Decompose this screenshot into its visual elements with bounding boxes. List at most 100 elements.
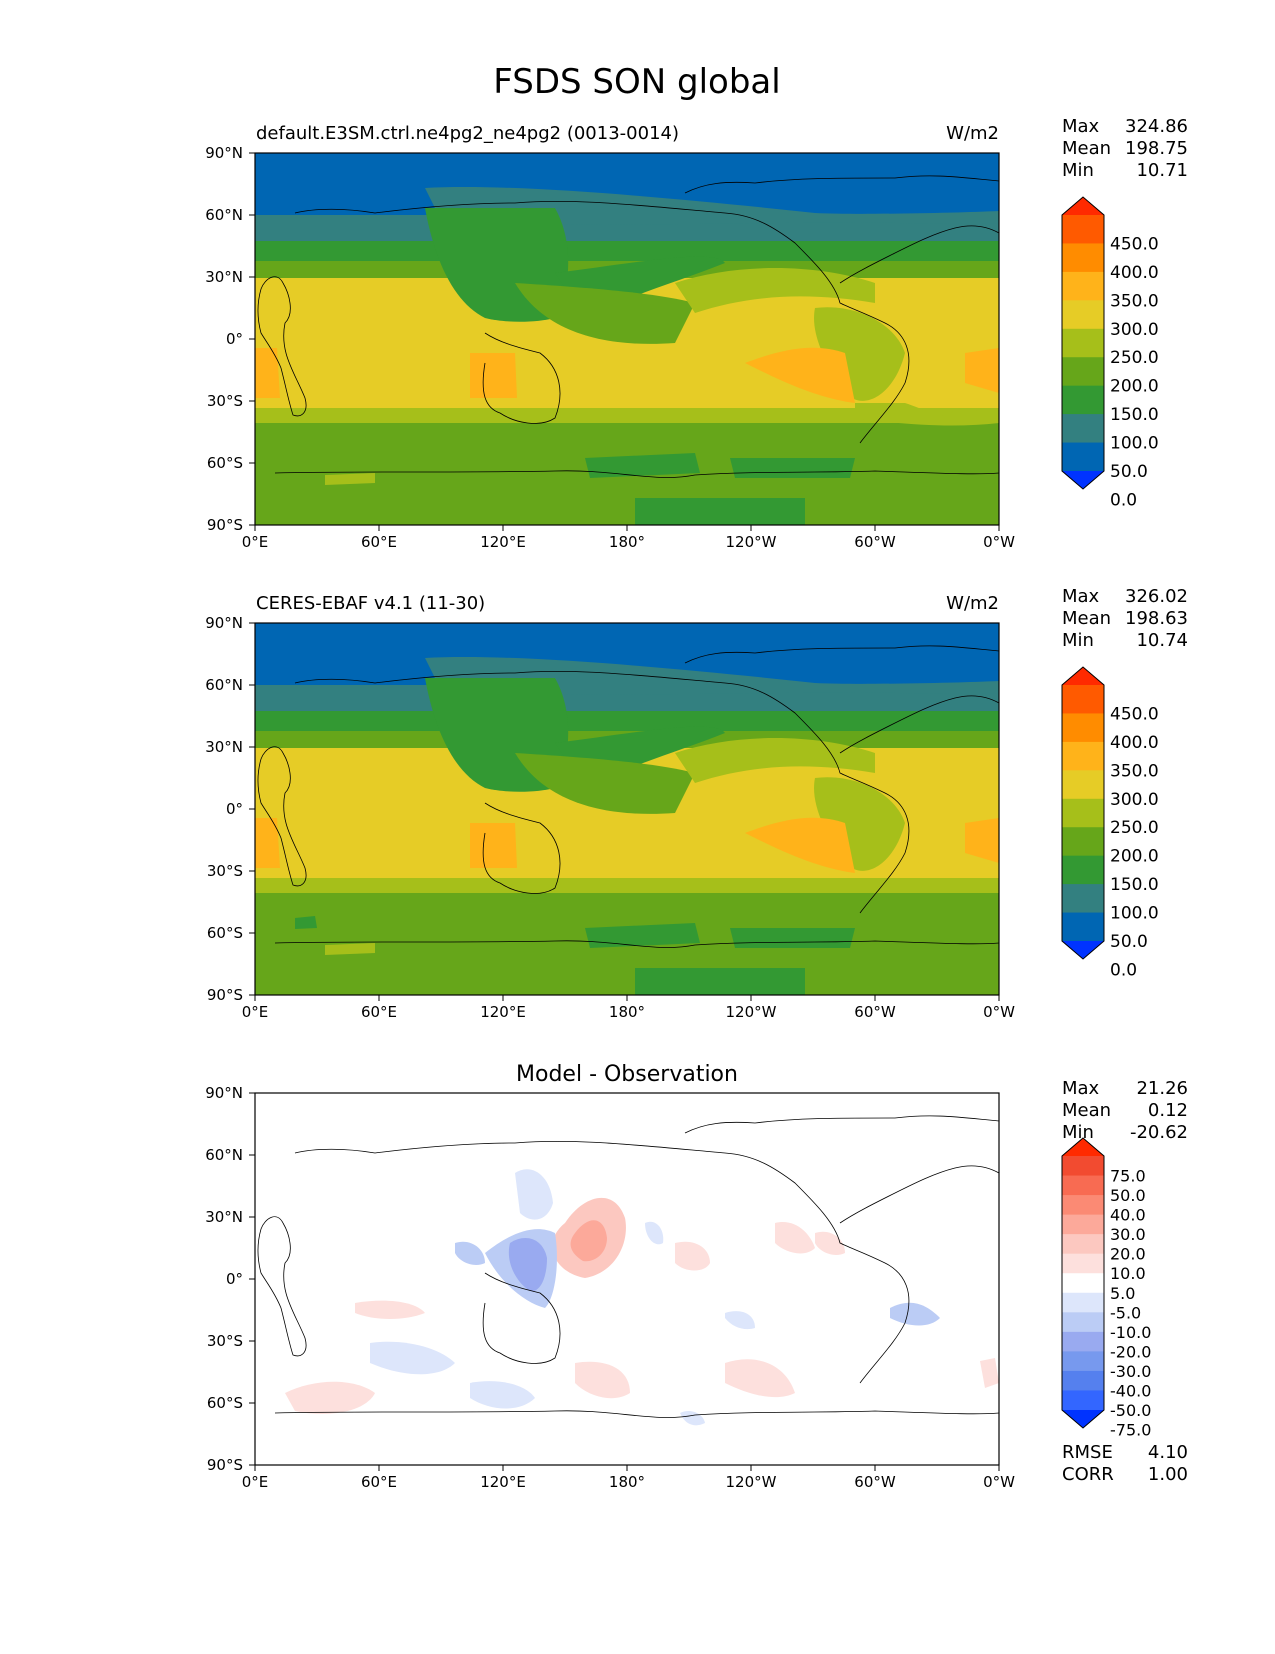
y-tick-label: 30°S: [207, 862, 243, 880]
y-tick-label: 90°S: [207, 1456, 243, 1474]
colorbar-tick-label: 150.0: [1110, 405, 1159, 425]
coastlines: [257, 645, 999, 948]
y-tick-label: 90°S: [207, 986, 243, 1004]
colorbar-tick-label: 150.0: [1110, 875, 1159, 895]
colorbar-tick-label: 75.0: [1110, 1167, 1146, 1186]
region-hot-aus: [470, 353, 517, 398]
y-tick-label: 0°: [226, 1270, 243, 1288]
anomaly-neg-east-pac: [725, 1311, 755, 1330]
x-tick-label: 120°E: [480, 533, 526, 551]
panel-title-right: W/m2: [946, 593, 999, 614]
stat-label: Min: [1062, 160, 1094, 181]
x-tick-label: 120°W: [726, 1003, 777, 1021]
region-south-green-1: [585, 453, 700, 478]
colorbar-tick-label: -20.0: [1110, 1342, 1151, 1361]
colorbar-segment: [1062, 215, 1104, 244]
colorbar-segment: [1062, 1195, 1104, 1216]
colorbar-tick-label: -10.0: [1110, 1323, 1151, 1342]
colorbar-segment: [1062, 1312, 1104, 1333]
region-south-yellow-1: [325, 473, 375, 485]
x-tick-label: 180°: [609, 1003, 645, 1021]
colorbar-segment: [1062, 1214, 1104, 1235]
x-tick-label: 60°E: [361, 533, 397, 551]
region-south-green-2: [730, 928, 855, 948]
colorbar-tick-label: -30.0: [1110, 1362, 1151, 1381]
figure-title: FSDS SON global: [493, 62, 780, 102]
colorbar-segment: [1062, 414, 1104, 444]
colorbar-tick-label: 30.0: [1110, 1225, 1146, 1244]
colorbar-tick-label: 0.0: [1110, 960, 1137, 980]
region-south-green-4: [295, 916, 317, 929]
stat-label: Min: [1062, 630, 1094, 651]
y-tick-label: 60°S: [207, 454, 243, 472]
region-south-green-3: [635, 498, 805, 525]
stat-label: Mean: [1062, 608, 1111, 629]
anomaly-pos-atlantic: [815, 1231, 845, 1255]
colorbar-segment: [1062, 385, 1104, 415]
colorbar-segment: [1062, 1390, 1104, 1411]
region-south-yellow-2: [855, 403, 999, 426]
x-tick-label: 120°W: [726, 533, 777, 551]
stat-value: 326.02: [1125, 586, 1188, 607]
colorbar-segment: [1062, 912, 1104, 942]
colorbar-outline: [1061, 196, 1105, 490]
x-tick-label: 0°W: [983, 1473, 1015, 1491]
colorbar: 450.0 400.0 350.0 300.0 250.0 200.0 150.0 100.0…: [1061, 666, 1159, 980]
anomaly-pos-south-pac: [575, 1361, 630, 1399]
x-tick-label: 120°E: [480, 1003, 526, 1021]
x-tick-label: 180°: [609, 533, 645, 551]
region-east-pacific: [675, 738, 875, 783]
anomaly-neg-pacific-small: [645, 1221, 664, 1245]
region-hot-atl: [965, 818, 999, 863]
anomaly-neg-s-indian: [470, 1381, 535, 1409]
stat-value: 198.75: [1125, 138, 1188, 159]
colorbar-tick-label: 300.0: [1110, 790, 1159, 810]
anomaly-pos-central-pacific-core: [570, 1220, 607, 1262]
colorbar-extend-min: [1062, 471, 1104, 489]
colorbar-tick-label: 50.0: [1110, 932, 1148, 952]
colorbar-tick-label: -75.0: [1110, 1421, 1151, 1440]
colorbar-tick-label: 200.0: [1110, 847, 1159, 867]
y-tick-labels: 90°N 60°N 30°N 0° 30°S 60°S 90°S: [205, 144, 255, 534]
colorbar-segment: [1062, 300, 1104, 330]
colorbar-segment: [1062, 243, 1104, 273]
colorbar-tick-label: -40.0: [1110, 1381, 1151, 1400]
y-tick-label: 0°: [226, 330, 243, 348]
stat-value: 10.71: [1136, 160, 1188, 181]
colorbar-tick-label: 400.0: [1110, 263, 1159, 283]
colorbar-segment: [1062, 713, 1104, 743]
x-tick-labels: 0°E 60°E 120°E 180° 120°W 60°W 0°W: [242, 1465, 1015, 1491]
colorbar-extend-max: [1062, 1138, 1104, 1156]
colorbar-tick-label: 50.0: [1110, 1186, 1146, 1205]
region-hot-atl: [965, 348, 999, 393]
colorbar-segment: [1062, 1175, 1104, 1196]
colorbar-tick-label: 400.0: [1110, 733, 1159, 753]
region-hot-sa: [255, 348, 280, 398]
x-tick-label: 60°W: [854, 533, 896, 551]
colorbar-tick-label: 300.0: [1110, 320, 1159, 340]
map-field: [255, 153, 999, 525]
x-tick-label: 0°E: [242, 1003, 269, 1021]
colorbar-segment: [1062, 1370, 1104, 1391]
anomaly-pos-indian: [355, 1300, 425, 1319]
region-south-green-3: [635, 968, 805, 995]
stats-block: Max 326.02 Mean 198.63 Min 10.74: [1062, 586, 1188, 651]
colorbar-segment: [1062, 827, 1104, 857]
colorbar-segment: [1062, 328, 1104, 358]
anomaly-neg-maritime-core: [508, 1238, 547, 1292]
anomaly-neg-brazil: [890, 1302, 940, 1326]
anomaly-neg-japan: [515, 1169, 553, 1220]
region-hot-epac: [745, 347, 855, 403]
coastlines: [257, 175, 999, 478]
colorbar-tick-label: 40.0: [1110, 1206, 1146, 1225]
stat-label: CORR: [1062, 1464, 1114, 1485]
x-tick-label: 60°W: [854, 1473, 896, 1491]
y-tick-label: 90°S: [207, 516, 243, 534]
colorbar: 450.0 400.0 350.0 300.0 250.0 200.0 150.0 100.0…: [1061, 196, 1159, 510]
x-tick-label: 120°W: [726, 1473, 777, 1491]
panel-model: default.E3SM.ctrl.ne4pg2_ne4pg2 (0013-00…: [205, 116, 1188, 551]
colorbar-tick-label: 200.0: [1110, 377, 1159, 397]
y-tick-labels: 90°N 60°N 30°N 0° 30°S 60°S 90°S: [205, 614, 255, 1004]
y-tick-label: 60°S: [207, 924, 243, 942]
